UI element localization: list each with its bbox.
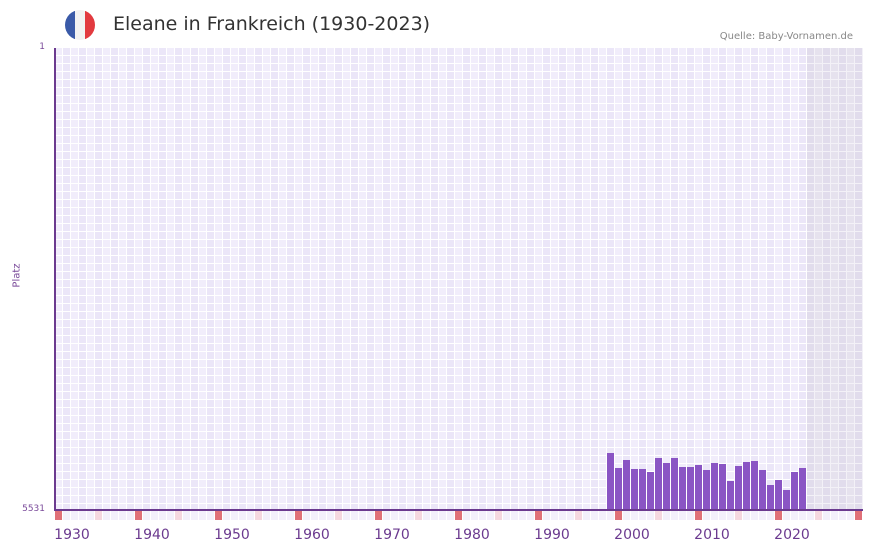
bar-2002[interactable] <box>647 471 654 510</box>
x-tick-1930: 1930 <box>54 527 90 543</box>
future-shade <box>807 48 863 510</box>
bar-2012[interactable] <box>727 481 734 510</box>
year-marker <box>215 511 222 520</box>
year-marker <box>855 511 862 520</box>
bar-2008[interactable] <box>695 465 702 510</box>
bar-1999[interactable] <box>623 460 630 510</box>
bar-2021[interactable] <box>799 468 806 510</box>
year-marker <box>735 511 742 520</box>
year-marker <box>575 511 582 520</box>
y-tick-top: 1 <box>39 42 45 52</box>
year-markers <box>55 511 863 520</box>
x-tick-2020: 2020 <box>774 527 810 543</box>
bar-2000[interactable] <box>631 469 638 510</box>
x-tick-1940: 1940 <box>134 527 170 543</box>
bar-2010[interactable] <box>711 463 718 510</box>
france-flag-icon <box>65 10 95 40</box>
bar-1998[interactable] <box>615 468 622 510</box>
x-tick-1990: 1990 <box>534 527 570 543</box>
chart-title: Eleane in Frankreich (1930-2023) <box>113 13 431 35</box>
year-marker <box>535 511 542 520</box>
year-marker <box>695 511 702 520</box>
year-marker <box>95 511 102 520</box>
year-marker <box>335 511 342 520</box>
bar-2017[interactable] <box>767 485 774 510</box>
bar-2020[interactable] <box>791 471 798 510</box>
grid <box>55 48 863 510</box>
year-marker <box>375 511 382 520</box>
bar-2018[interactable] <box>775 480 782 510</box>
x-tick-1950: 1950 <box>214 527 250 543</box>
year-marker <box>255 511 262 520</box>
bar-2003[interactable] <box>655 458 662 510</box>
bar-2006[interactable] <box>679 467 686 510</box>
bar-2015[interactable] <box>751 461 758 510</box>
y-tick-bottom: 5531 <box>22 504 45 514</box>
year-marker <box>775 511 782 520</box>
source-label: Quelle: Baby-Vornamen.de <box>719 31 853 42</box>
bar-2001[interactable] <box>639 469 646 510</box>
bar-2009[interactable] <box>703 470 710 510</box>
year-marker <box>815 511 822 520</box>
bar-2011[interactable] <box>719 464 726 510</box>
bar-1997[interactable] <box>607 453 614 510</box>
year-marker <box>135 511 142 520</box>
year-marker <box>455 511 462 520</box>
bar-2007[interactable] <box>687 467 694 510</box>
year-marker <box>55 511 62 520</box>
x-axis <box>55 509 863 511</box>
bar-2013[interactable] <box>735 466 742 510</box>
bar-2005[interactable] <box>671 458 678 510</box>
year-marker <box>495 511 502 520</box>
x-tick-1970: 1970 <box>374 527 410 543</box>
x-tick-2000: 2000 <box>614 527 650 543</box>
x-tick-2010: 2010 <box>694 527 730 543</box>
bar-2014[interactable] <box>743 462 750 510</box>
x-tick-1960: 1960 <box>294 527 330 543</box>
bar-2016[interactable] <box>759 470 766 510</box>
y-axis-label: Platz <box>11 263 23 288</box>
year-marker <box>415 511 422 520</box>
x-tick-1980: 1980 <box>454 527 490 543</box>
plot-area <box>55 48 863 510</box>
year-marker <box>175 511 182 520</box>
y-axis <box>54 48 56 511</box>
bar-2004[interactable] <box>663 463 670 510</box>
year-marker <box>655 511 662 520</box>
bar-2019[interactable] <box>783 490 790 510</box>
year-marker <box>615 511 622 520</box>
year-marker <box>295 511 302 520</box>
